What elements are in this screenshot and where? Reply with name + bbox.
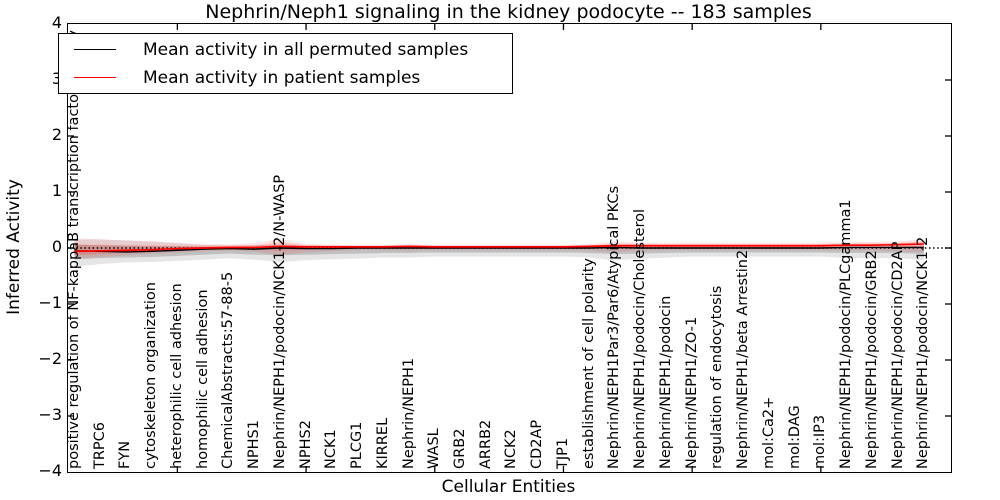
x-category-label: Nephrin/NEPH1/podocin/CD2AP — [889, 241, 906, 469]
x-category-label: Nephrin/NEPH1/podocin/NCK1-2 — [915, 236, 932, 469]
x-category-label: positive regulation of NF-kappaB transcr… — [65, 30, 82, 469]
x-axis-label: Cellular Entities — [441, 477, 576, 497]
x-category-label: NCK1 — [323, 429, 340, 469]
permuted-mean-line — [74, 246, 924, 253]
x-category-label: Nephrin/NEPH1/podocin/PLCgamma1 — [838, 199, 855, 469]
x-category-label: GRB2 — [452, 428, 468, 469]
x-category-label: Nephrin/NEPH1/podocin/Cholesterol — [632, 208, 649, 469]
x-category-label: CD2AP — [529, 419, 546, 469]
chart-canvas — [68, 24, 951, 472]
x-category-label: TRPC6 — [91, 421, 108, 469]
x-category-label: regulation of endocytosis — [709, 285, 726, 469]
x-category-label: NPHS2 — [297, 420, 314, 469]
x-category-label: Nephrin/NEPH1/podocin — [657, 295, 674, 469]
x-category-label: Nephrin/NEPH1/beta Arrestin2 — [735, 249, 752, 469]
x-category-label: ARRB2 — [477, 419, 494, 469]
y-tick-label: 1 — [51, 181, 62, 200]
x-category-label: heterophilic cell adhesion — [168, 283, 185, 469]
y-tick-label: −2 — [38, 349, 62, 368]
x-category-label: WASL — [426, 428, 443, 469]
x-category-label: TJP1 — [554, 437, 571, 469]
x-category-label: Nephrin/NEPH1Par3/Par6/Atypical PKCs — [606, 185, 623, 469]
patient-mean-line — [74, 243, 924, 253]
y-tick-label: −1 — [38, 293, 62, 312]
y-tick-label: 2 — [51, 125, 62, 144]
y-tick-label: 4 — [51, 13, 62, 32]
x-category-label: homophilic cell adhesion — [194, 289, 211, 469]
x-category-label: KIRREL — [374, 417, 391, 469]
chart-title: Nephrin/Neph1 signaling in the kidney po… — [205, 1, 812, 23]
x-category-label: NPHS1 — [246, 420, 263, 469]
legend-line-sample-permuted — [74, 49, 116, 50]
x-category-label: NCK2 — [503, 429, 520, 469]
legend-label-patient: Mean activity in patient samples — [143, 67, 421, 88]
legend-label-permuted: Mean activity in all permuted samples — [143, 39, 469, 60]
x-category-label: Nephrin/NEPH1/ZO-1 — [683, 316, 700, 469]
legend-item-permuted: Mean activity in all permuted samples — [59, 36, 512, 64]
x-category-label: FYN — [117, 440, 134, 469]
x-category-label: establishment of cell polarity — [580, 258, 597, 469]
x-category-label: PLCG1 — [349, 421, 366, 469]
x-category-label: ChemicalAbstracts:57-88-5 — [220, 271, 237, 469]
y-tick-label: 3 — [51, 69, 62, 88]
x-category-label: Nephrin/NEPH1/podocin/GRB2 — [863, 250, 880, 469]
plot-area: positive regulation of NF-kappaB transcr… — [65, 23, 952, 473]
x-category-label: Nephrin/NEPH1/podocin/NCK1-2/N-WASP — [271, 174, 288, 469]
x-category-label: mol:Ca2+ — [760, 396, 777, 469]
x-category-label: cytoskeleton organization — [143, 282, 160, 469]
y-tick-label: 0 — [51, 237, 62, 256]
y-tick-label: −3 — [38, 405, 62, 424]
legend: Mean activity in all permuted samples Me… — [58, 33, 513, 94]
x-category-label: mol:IP3 — [812, 414, 829, 469]
y-axis-label: Inferred Activity — [4, 179, 24, 315]
legend-item-patient: Mean activity in patient samples — [59, 64, 512, 92]
y-tick-label: −4 — [38, 461, 62, 480]
x-category-label: Nephrin/NEPH1 — [400, 357, 417, 469]
legend-line-sample-patient — [74, 77, 116, 78]
x-category-label: mol:DAG — [786, 405, 803, 469]
